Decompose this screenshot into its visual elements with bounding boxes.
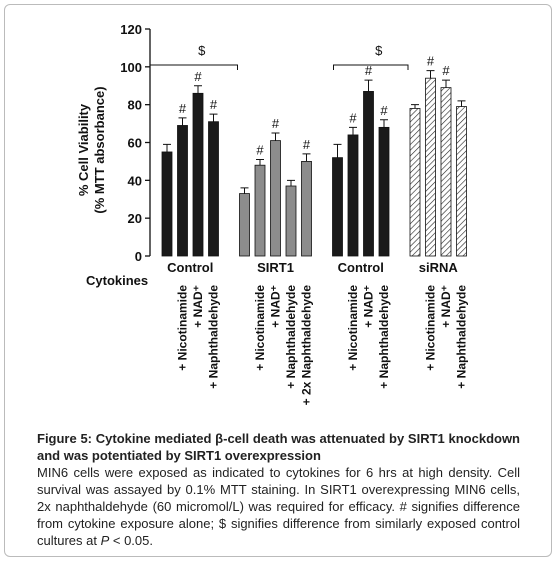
bar xyxy=(332,157,343,257)
error-bar xyxy=(457,100,466,107)
caption-end: < 0.05. xyxy=(109,533,153,548)
bar xyxy=(254,164,266,257)
y-tick-label: 120 xyxy=(120,22,142,37)
group-label: SIRT1 xyxy=(257,260,294,275)
bracket-label: $ xyxy=(198,43,206,58)
treatment-label: + Naphthaldehyde xyxy=(377,285,391,389)
treatment-label: + NAD⁺ xyxy=(191,285,205,328)
group-label: Control xyxy=(338,260,384,275)
bar xyxy=(363,91,374,257)
error-bar xyxy=(442,79,450,88)
bracket xyxy=(149,64,238,70)
caption: Figure 5: Cytokine mediated β-cell death… xyxy=(37,430,520,549)
error-bar xyxy=(349,126,357,135)
treatment-label: + Naphthaldehyde xyxy=(455,285,469,389)
bar xyxy=(456,106,467,257)
bar xyxy=(440,87,452,257)
significance-mark: # xyxy=(194,69,202,84)
bracket xyxy=(333,64,409,70)
caption-body: MIN6 cells were exposed as indicated to … xyxy=(37,465,520,548)
significance-mark: # xyxy=(179,101,187,116)
bar xyxy=(161,151,173,257)
bar xyxy=(425,77,436,257)
bar xyxy=(347,134,359,257)
y-tick-label: 40 xyxy=(128,173,142,188)
significance-mark: # xyxy=(349,110,357,125)
figure-frame xyxy=(4,4,552,557)
treatment-label: + Naphthaldehyde xyxy=(284,285,298,389)
significance-mark: # xyxy=(210,97,218,112)
error-bar xyxy=(178,117,187,126)
bar xyxy=(270,140,281,257)
error-bar xyxy=(209,113,218,122)
group-label: Control xyxy=(167,260,213,275)
error-bar xyxy=(426,70,435,79)
chart: % Cell Viability (% MTT absorbance) Cyto… xyxy=(76,22,469,406)
bar xyxy=(177,125,188,257)
treatment-label: + NAD⁺ xyxy=(362,285,376,328)
y-axis-label: (% MTT absorbance) xyxy=(92,86,107,213)
error-bar xyxy=(333,143,342,158)
bracket-label: $ xyxy=(375,43,383,58)
error-bar xyxy=(271,132,280,141)
y-tick-label: 20 xyxy=(128,211,142,226)
treatment-label: + Nicotinamide xyxy=(253,285,267,371)
error-bar xyxy=(411,104,419,109)
treatment-label: + Nicotinamide xyxy=(424,285,438,371)
treatment-label: + Naphthaldehyde xyxy=(207,285,221,389)
caption-italic: P xyxy=(100,533,110,548)
error-bar xyxy=(163,143,171,152)
bar xyxy=(192,92,204,257)
bar xyxy=(208,121,219,257)
y-tick-label: 100 xyxy=(120,60,142,75)
bar xyxy=(409,108,421,257)
y-tick-label: 0 xyxy=(135,249,142,264)
significance-mark: # xyxy=(256,143,264,158)
error-bar xyxy=(287,179,295,187)
error-bar xyxy=(256,159,264,166)
significance-mark: # xyxy=(380,103,388,118)
significance-mark: # xyxy=(427,54,435,69)
group-label: siRNA xyxy=(419,260,459,275)
error-bar xyxy=(302,153,311,162)
significance-mark: # xyxy=(365,63,373,78)
bar xyxy=(301,161,312,257)
row-label: Cytokines xyxy=(86,273,148,288)
significance-mark: # xyxy=(303,137,311,152)
treatment-label: + 2x Naphthaldehyde xyxy=(300,285,314,406)
error-bar xyxy=(364,79,373,92)
bar xyxy=(378,126,390,257)
error-bar xyxy=(380,119,388,128)
error-bar xyxy=(240,187,249,194)
significance-mark: # xyxy=(442,63,450,78)
treatment-label: + Nicotinamide xyxy=(176,285,190,371)
treatment-label: + NAD⁺ xyxy=(439,285,453,328)
treatment-label: + Nicotinamide xyxy=(346,285,360,371)
y-tick-label: 80 xyxy=(128,98,142,113)
treatment-label: + NAD⁺ xyxy=(269,285,283,328)
y-tick-label: 60 xyxy=(128,136,142,151)
error-bar xyxy=(194,85,202,94)
caption-title: Figure 5: Cytokine mediated β-cell death… xyxy=(37,431,520,463)
y-axis-label: % Cell Viability xyxy=(76,103,91,196)
significance-mark: # xyxy=(272,116,280,131)
bar xyxy=(239,193,250,257)
bar xyxy=(285,185,297,257)
